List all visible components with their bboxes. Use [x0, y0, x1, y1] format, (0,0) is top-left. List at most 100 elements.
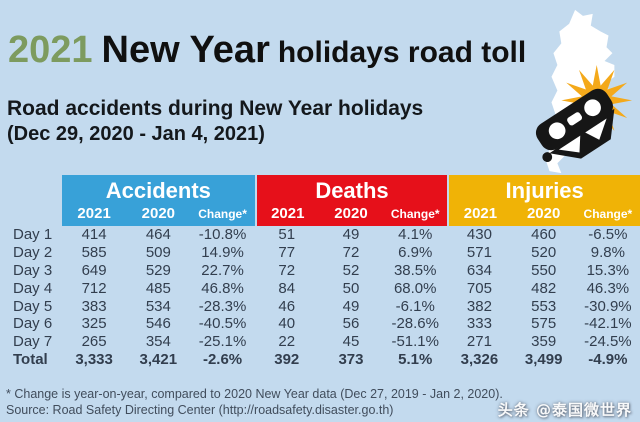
col-header-accidents-2020: 2020: [126, 204, 191, 226]
group-header-accidents: Accidents: [62, 175, 255, 206]
table-cell: 22: [278, 333, 296, 351]
col-header-injuries-change: Change*: [575, 204, 640, 226]
table-cell: 46.3%: [586, 279, 630, 297]
table-cell: 485: [145, 279, 171, 297]
col-header-deaths-2020: 2020: [318, 204, 384, 226]
table-cell: 51: [278, 226, 296, 243]
table-cell: -28.3%: [198, 297, 247, 315]
table-cell: 45: [342, 333, 360, 351]
row-label: Total: [13, 351, 48, 369]
table-cell: 534: [145, 297, 171, 315]
table-cell: -6.1%: [395, 297, 435, 315]
table-cell: -30.9%: [584, 297, 632, 315]
col-header-accidents-2021: 2021: [62, 204, 127, 226]
title-year: 2021: [8, 29, 93, 71]
table-cell: 68.0%: [393, 279, 437, 297]
row-label: Day 1: [13, 226, 53, 243]
table-cell: 84: [278, 279, 296, 297]
table-cell: 38.5%: [393, 261, 437, 279]
table-cell: 392: [274, 351, 300, 369]
table-cell: 3,499: [524, 351, 563, 369]
table-cell: 46.8%: [201, 279, 244, 297]
title-emphasis: New Year: [101, 29, 270, 71]
table-cell: 325: [81, 315, 107, 333]
header-spacer: [0, 204, 62, 226]
table-cell: 571: [466, 243, 492, 261]
table-cell: 529: [145, 261, 171, 279]
row-label: Day 5: [13, 297, 53, 315]
table-cell: 383: [81, 297, 107, 315]
table-cell: 22.7%: [201, 261, 244, 279]
table-cell: 649: [81, 261, 107, 279]
date-range: (Dec 29, 2020 - Jan 4, 2021): [7, 123, 265, 145]
table-row: Day 2 585 509 14.9% 77 72 6.9% 571 520 9.8%: [0, 244, 640, 262]
table-row: Day 4 712 485 46.8% 84 50 68.0% 705 482 46.3%: [0, 280, 640, 298]
table-cell: 634: [466, 261, 492, 279]
table-cell: 72: [342, 243, 360, 261]
table-cell: 705: [466, 279, 492, 297]
table-cell: -28.6%: [391, 315, 439, 333]
table-cell: -42.1%: [584, 315, 632, 333]
table-cell: 15.3%: [586, 261, 630, 279]
row-label: Day 7: [13, 333, 53, 351]
table-group-header-row: Accidents Deaths Injuries: [0, 175, 640, 206]
table-row: Day 6 325 546 -40.5% 40 56 -28.6% 333 575 -42.1%: [0, 315, 640, 333]
table-cell: 464: [145, 226, 171, 243]
table-cell: 553: [531, 297, 557, 315]
table-row: Total 3,333 3,421 -2.6% 392 373 5.1% 3,326 3,499…: [0, 351, 640, 369]
table-cell: 575: [531, 315, 557, 333]
table-cell: 509: [145, 243, 171, 261]
table-cell: -10.8%: [198, 226, 247, 243]
subtitle: Road accidents during New Year holidays: [7, 97, 424, 120]
source-line: Source: Road Safety Directing Center (ht…: [6, 403, 394, 417]
table-cell: 382: [466, 297, 492, 315]
table-row: Day 1 414 464 -10.8% 51 49 4.1% 430 460 -6.5%: [0, 226, 640, 244]
table-cell: -2.6%: [202, 351, 243, 369]
group-header-injuries: Injuries: [447, 175, 640, 206]
table-cell: 3,326: [460, 351, 499, 369]
col-header-deaths-2021: 2021: [254, 204, 319, 226]
table-cell: 52: [342, 261, 360, 279]
table-row: Day 3 649 529 22.7% 72 52 38.5% 634 550 15.3%: [0, 262, 640, 280]
watermark: 头条 @泰国微世界: [497, 401, 632, 419]
col-header-injuries-2020: 2020: [511, 204, 576, 226]
table-cell: 40: [278, 315, 296, 333]
table-cell: 460: [531, 226, 557, 243]
title-rest: holidays road toll: [277, 36, 527, 69]
table-row: Day 7 265 354 -25.1% 22 45 -51.1% 271 359 -24.5%: [0, 333, 640, 351]
table-cell: 712: [81, 279, 107, 297]
table-cell: -25.1%: [198, 333, 247, 351]
row-label: Day 2: [13, 243, 53, 261]
table-cell: -24.5%: [584, 333, 632, 351]
table-cell: 46: [278, 297, 296, 315]
col-header-deaths-change: Change*: [383, 204, 448, 226]
table-cell: 546: [145, 315, 171, 333]
road-toll-table: Accidents Deaths Injuries 2021 2020 Chan…: [0, 175, 640, 369]
table-cell: -4.9%: [588, 351, 628, 369]
table-cell: 430: [466, 226, 492, 243]
table-cell: 49: [342, 226, 360, 243]
table-row: Day 5 383 534 -28.3% 46 49 -6.1% 382 553 -30.9%: [0, 298, 640, 316]
table-cell: 56: [342, 315, 360, 333]
table-cell: 585: [81, 243, 107, 261]
overturned-car-icon: [535, 88, 615, 162]
col-header-accidents-change: Change*: [190, 204, 255, 226]
row-label: Day 6: [13, 315, 53, 333]
row-label: Day 4: [13, 279, 53, 297]
table-cell: 49: [342, 297, 360, 315]
table-cell: 333: [466, 315, 492, 333]
table-cell: 373: [338, 351, 364, 369]
table-cell: -51.1%: [391, 333, 439, 351]
table-cell: 520: [531, 243, 557, 261]
table-cell: 265: [81, 333, 107, 351]
table-cell: 354: [145, 333, 171, 351]
page-title: 2021 New Year holidays road toll: [8, 28, 526, 80]
table-cell: 3,421: [139, 351, 178, 369]
row-label: Day 3: [13, 261, 53, 279]
table-cell: 271: [466, 333, 492, 351]
group-header-deaths: Deaths: [254, 175, 448, 206]
table-cell: 9.8%: [590, 243, 625, 261]
col-header-injuries-2021: 2021: [447, 204, 512, 226]
table-cell: 14.9%: [201, 243, 244, 261]
